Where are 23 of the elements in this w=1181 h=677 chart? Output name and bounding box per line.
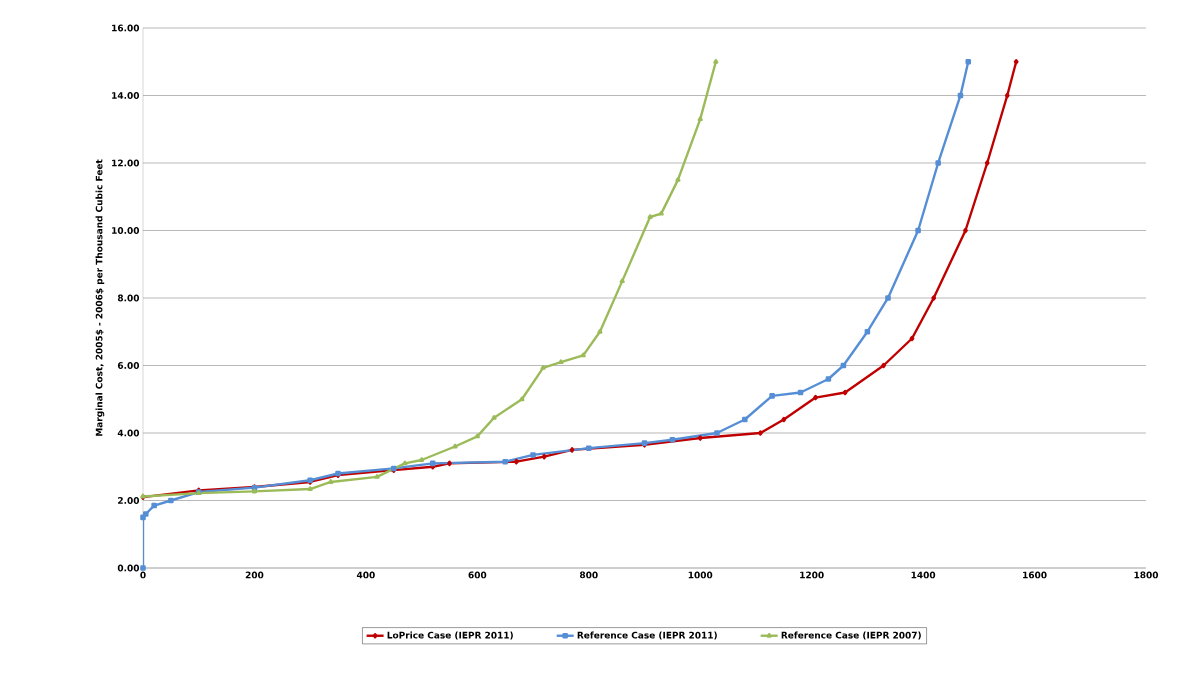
y-axis-title: Marginal Cost, 2005$ - 2006$ per Thousand Cubic Feet — [95, 159, 105, 436]
x-tick-label: 200 — [245, 571, 264, 579]
x-tick-label: 1600 — [1023, 571, 1047, 579]
y-tick-label: 4.00 — [117, 429, 140, 437]
y-tick-label: 0.00 — [117, 564, 140, 572]
x-tick-label: 1000 — [688, 571, 713, 579]
x-tick-label: 400 — [356, 571, 375, 579]
y-tick-label: 2.00 — [118, 497, 140, 504]
legend-label: LoPrice Case (IEPR 2011) — [387, 631, 513, 640]
legend-label: Reference Case (IEPR 2007) — [781, 631, 921, 640]
x-tick-label: 1800 — [1134, 571, 1159, 579]
y-tick-label: 14.00 — [112, 92, 140, 99]
x-tick-label: 1200 — [800, 571, 824, 579]
y-tick-label: 6.00 — [117, 362, 140, 369]
y-tick-label: 16.00 — [112, 24, 140, 32]
legend-label: Reference Case (IEPR 2011) — [577, 631, 717, 640]
y-tick-label: 10.00 — [112, 227, 140, 234]
x-tick-label: 1400 — [911, 571, 936, 579]
x-tick-label: 600 — [468, 571, 487, 579]
y-tick-label: 8.00 — [117, 294, 140, 302]
x-tick-label: 0 — [140, 571, 146, 579]
y-tick-label: 12.00 — [112, 159, 140, 167]
x-tick-label: 800 — [579, 571, 598, 579]
